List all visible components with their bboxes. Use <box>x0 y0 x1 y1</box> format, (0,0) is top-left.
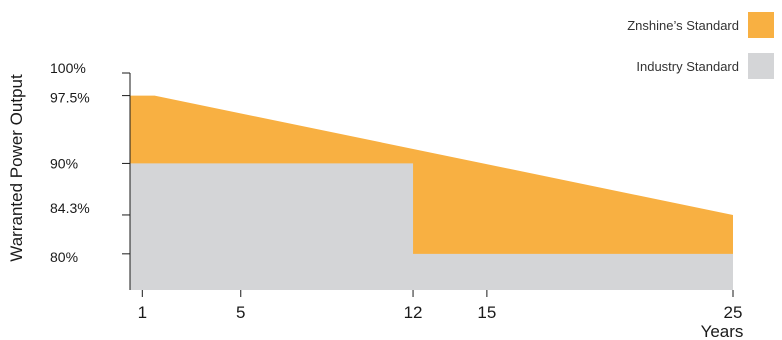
y-tick-label: 84.3% <box>50 200 90 216</box>
y-tick-label: 97.5% <box>50 90 90 106</box>
x-tick-label: 12 <box>404 303 423 322</box>
legend-label-znshine: Znshine’s Standard <box>627 17 739 33</box>
x-tick-label: 5 <box>236 303 245 322</box>
x-tick-label: 1 <box>138 303 147 322</box>
legend-item-znshine: Znshine’s Standard <box>627 12 774 38</box>
x-axis-title: Years <box>701 322 744 340</box>
y-tick-label: 80% <box>50 249 78 265</box>
legend-swatch-industry <box>748 53 774 79</box>
series-area-industry <box>130 163 733 290</box>
y-tick-label: 90% <box>50 155 78 171</box>
chart-legend: Znshine’s Standard Industry Standard <box>627 12 774 94</box>
legend-label-industry: Industry Standard <box>636 58 739 74</box>
legend-swatch-znshine <box>748 12 774 38</box>
y-tick-label: 100% <box>50 60 86 76</box>
x-tick-label: 15 <box>477 303 496 322</box>
x-tick-label: 25 <box>724 303 743 322</box>
y-axis-title: Warranted Power Output <box>7 74 26 262</box>
legend-item-industry: Industry Standard <box>627 53 774 79</box>
